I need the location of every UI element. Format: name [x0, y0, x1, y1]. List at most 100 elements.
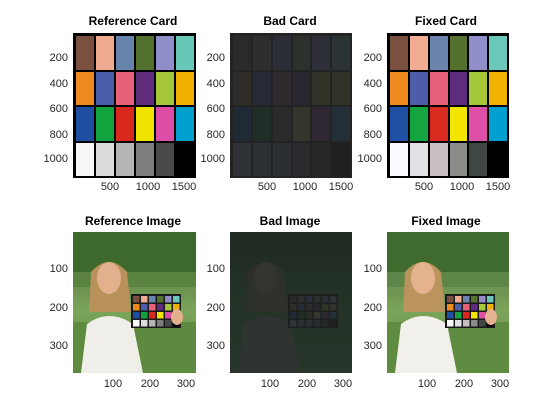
mini-swatch: [165, 320, 172, 327]
xtick-label: 200: [297, 378, 317, 390]
mini-swatch: [298, 320, 305, 327]
mini-swatch: [463, 296, 470, 303]
mini-swatch: [298, 312, 305, 319]
color-swatch: [272, 142, 291, 176]
mini-swatch: [447, 320, 454, 327]
color-swatch: [136, 71, 154, 105]
mini-swatch: [165, 312, 172, 319]
color-swatch: [449, 107, 468, 141]
color-swatch: [332, 71, 350, 105]
ytick-label: 200: [363, 52, 382, 64]
xtick-label: 500: [257, 181, 277, 193]
color-swatch: [252, 107, 271, 141]
bad-image-title: Bad Image: [259, 214, 321, 228]
color-swatch: [272, 71, 291, 105]
mini-color-card: [290, 296, 337, 327]
bad-card-axes: [230, 33, 352, 178]
mini-swatch: [306, 312, 313, 319]
xtick-label: 200: [140, 378, 160, 390]
color-swatch: [96, 36, 114, 70]
mini-swatch: [314, 296, 321, 303]
color-swatch: [252, 36, 271, 70]
color-swatch: [469, 142, 488, 176]
xtick-label: 300: [176, 378, 196, 390]
color-swatch: [332, 36, 350, 70]
fixed-image-axes: [387, 232, 509, 373]
color-swatch: [390, 107, 408, 141]
panel-title: Reference Card: [88, 14, 178, 28]
mini-swatch: [314, 312, 321, 319]
color-swatch: [76, 71, 94, 105]
color-swatch: [116, 71, 134, 105]
xtick-label: 1500: [171, 181, 197, 193]
mini-swatch: [463, 304, 470, 311]
ytick-label: 300: [49, 340, 68, 352]
reference-photo: [73, 232, 196, 373]
color-swatch: [292, 36, 311, 70]
ytick-label: 600: [49, 103, 68, 115]
mini-swatch: [290, 320, 297, 327]
color-swatch: [409, 36, 428, 70]
mini-swatch: [298, 304, 305, 311]
reference-swatch-grid: [73, 33, 196, 178]
mini-swatch: [463, 320, 470, 327]
ytick-label: 1000: [43, 153, 68, 165]
color-swatch: [469, 36, 488, 70]
mini-swatch: [141, 312, 148, 319]
ytick-label: 100: [206, 263, 225, 275]
mini-swatch: [157, 312, 164, 319]
xtick-label: 1500: [328, 181, 354, 193]
color-swatch: [252, 71, 271, 105]
fixed-card-title: Fixed Card: [414, 14, 477, 28]
ytick-label: 200: [49, 302, 68, 314]
ytick-label: 300: [363, 340, 382, 352]
mini-swatch: [471, 304, 478, 311]
ytick-label: 200: [363, 302, 382, 314]
mini-swatch: [133, 296, 140, 303]
mini-swatch: [165, 304, 172, 311]
mini-swatch: [330, 296, 337, 303]
color-swatch: [292, 142, 311, 176]
color-swatch: [176, 71, 194, 105]
color-swatch: [429, 71, 448, 105]
color-swatch: [469, 71, 488, 105]
mini-swatch: [471, 312, 478, 319]
ytick-label: 100: [49, 263, 68, 275]
color-swatch: [96, 107, 114, 141]
color-swatch: [429, 107, 448, 141]
mini-swatch: [133, 320, 140, 327]
color-swatch: [136, 107, 154, 141]
xtick-label: 1000: [135, 181, 161, 193]
ytick-label: 400: [206, 78, 225, 90]
mini-swatch: [314, 320, 321, 327]
color-swatch: [136, 36, 154, 70]
color-swatch: [489, 71, 507, 105]
xtick-label: 1500: [485, 181, 511, 193]
xtick-label: 100: [103, 378, 123, 390]
bad-photo: [238, 262, 338, 373]
mini-swatch: [447, 312, 454, 319]
mini-swatch: [290, 312, 297, 319]
ytick-label: 200: [206, 52, 225, 64]
mini-swatch: [157, 304, 164, 311]
ytick-label: 600: [363, 103, 382, 115]
mini-swatch: [173, 304, 180, 311]
mini-swatch: [149, 320, 156, 327]
mini-swatch: [298, 296, 305, 303]
mini-swatch: [322, 304, 329, 311]
mini-swatch: [479, 312, 486, 319]
color-swatch: [429, 142, 448, 176]
bad-card-title: Bad Card: [263, 14, 317, 28]
mini-swatch: [330, 304, 337, 311]
mini-swatch: [141, 320, 148, 327]
mini-swatch: [487, 296, 494, 303]
ytick-label: 200: [49, 52, 68, 64]
color-swatch: [272, 36, 291, 70]
color-swatch: [96, 142, 114, 176]
color-swatch: [272, 107, 291, 141]
mini-swatch: [157, 320, 164, 327]
mini-swatch: [455, 312, 462, 319]
color-swatch: [390, 142, 408, 176]
reference-card-axes: [73, 33, 196, 178]
mini-swatch: [149, 296, 156, 303]
